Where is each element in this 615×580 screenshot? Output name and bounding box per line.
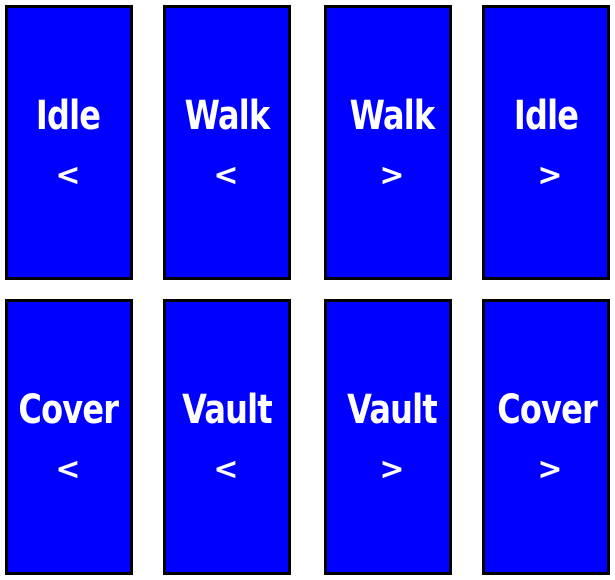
vault-left-label: Vault [182, 387, 272, 433]
arrow-right-icon: > [537, 158, 563, 193]
walk-left-label: Walk [184, 93, 271, 139]
arrow-left-icon: < [213, 158, 239, 193]
arrow-right-icon: > [379, 452, 405, 487]
cover-right-label: Cover [497, 387, 598, 433]
arrow-right-icon: > [379, 158, 405, 193]
walk-left-button[interactable]: Walk < [163, 5, 291, 280]
walk-right-button[interactable]: Walk > [324, 5, 452, 280]
vault-left-button[interactable]: Vault < [163, 299, 291, 575]
idle-left-button[interactable]: Idle < [5, 5, 133, 280]
walk-right-label: Walk [349, 93, 436, 139]
idle-right-button[interactable]: Idle > [482, 5, 610, 280]
cover-right-button[interactable]: Cover > [482, 299, 610, 575]
idle-left-label: Idle [35, 93, 101, 139]
arrow-left-icon: < [55, 158, 81, 193]
arrow-left-icon: < [55, 452, 81, 487]
vault-right-button[interactable]: Vault > [324, 299, 452, 575]
cover-left-button[interactable]: Cover < [5, 299, 133, 575]
idle-right-label: Idle [513, 93, 579, 139]
arrow-left-icon: < [213, 452, 239, 487]
arrow-right-icon: > [537, 452, 563, 487]
cover-left-label: Cover [18, 387, 119, 433]
vault-right-label: Vault [347, 387, 437, 433]
